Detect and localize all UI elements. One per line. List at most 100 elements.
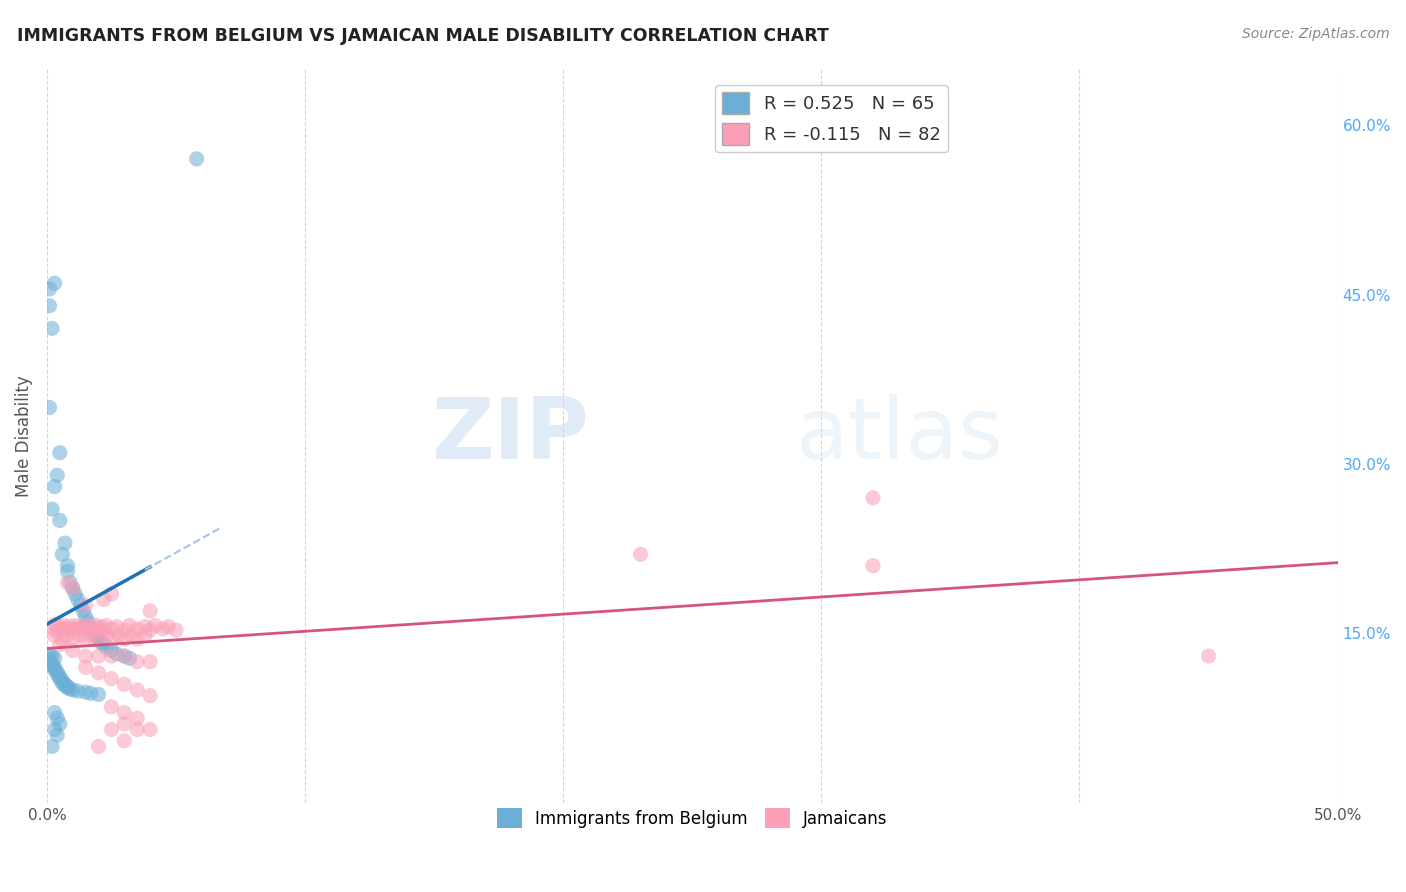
Point [139,604,162,618]
Point [49,669,72,683]
Point [87,649,110,664]
Point [66,592,89,607]
Point [100,622,122,636]
Point [87,632,110,647]
Point [75,632,97,647]
Point [56,622,79,636]
Point [127,622,149,636]
Point [112,717,135,731]
Point [112,623,135,637]
Point [112,706,135,720]
Point [49,672,72,686]
Point [100,632,122,647]
Point [118,651,141,665]
Point [93,623,115,637]
Point [75,660,97,674]
Point [152,622,174,636]
Point [38,652,60,666]
Point [127,683,149,698]
Point [38,655,60,669]
Point [49,620,72,634]
Point [41,649,63,664]
Point [82,623,104,637]
Point [53,677,76,691]
Point [75,649,97,664]
Point [630,548,652,562]
Point [46,711,69,725]
Point [62,632,84,647]
Point [93,638,115,652]
Point [49,638,72,652]
Point [44,617,66,632]
Point [65,587,87,601]
Point [38,299,60,313]
Point [51,673,73,688]
Point [80,686,103,700]
Point [66,622,89,636]
Point [87,622,110,636]
Point [41,321,63,335]
Point [80,629,103,643]
Point [96,640,118,654]
Point [75,609,97,624]
Point [49,445,72,459]
Point [41,739,63,754]
Point [139,623,162,637]
Point [82,626,104,640]
Point [186,152,208,166]
Point [56,680,79,694]
Point [121,629,143,643]
Point [862,491,884,505]
Point [62,582,84,596]
Point [139,723,162,737]
Y-axis label: Male Disability: Male Disability [15,375,32,497]
Point [100,723,122,737]
Point [53,618,76,632]
Point [118,618,141,632]
Point [134,629,156,643]
Point [41,502,63,516]
Point [87,632,110,647]
Point [38,282,60,296]
Point [65,618,87,632]
Point [1198,649,1220,664]
Point [96,629,118,643]
Point [127,723,149,737]
Point [100,649,122,664]
Point [51,632,73,647]
Point [49,717,72,731]
Point [46,665,69,679]
Point [112,649,135,664]
Point [56,565,79,579]
Point [100,672,122,686]
Point [862,558,884,573]
Point [44,629,66,643]
Point [134,620,156,634]
Point [90,620,112,634]
Point [100,643,122,657]
Point [41,621,63,635]
Point [46,468,69,483]
Point [75,618,97,632]
Point [44,479,66,493]
Point [100,587,122,601]
Point [56,575,79,590]
Point [84,618,107,632]
Point [62,582,84,596]
Point [72,623,94,637]
Point [59,575,82,590]
Point [112,734,135,748]
Point [41,657,63,671]
Point [87,666,110,681]
Point [69,629,91,643]
Point [59,620,82,634]
Text: Source: ZipAtlas.com: Source: ZipAtlas.com [1241,27,1389,41]
Point [105,620,128,634]
Point [44,660,66,674]
Point [66,684,89,698]
Point [53,536,76,550]
Point [46,624,69,639]
Point [93,592,115,607]
Point [62,643,84,657]
Point [38,649,60,664]
